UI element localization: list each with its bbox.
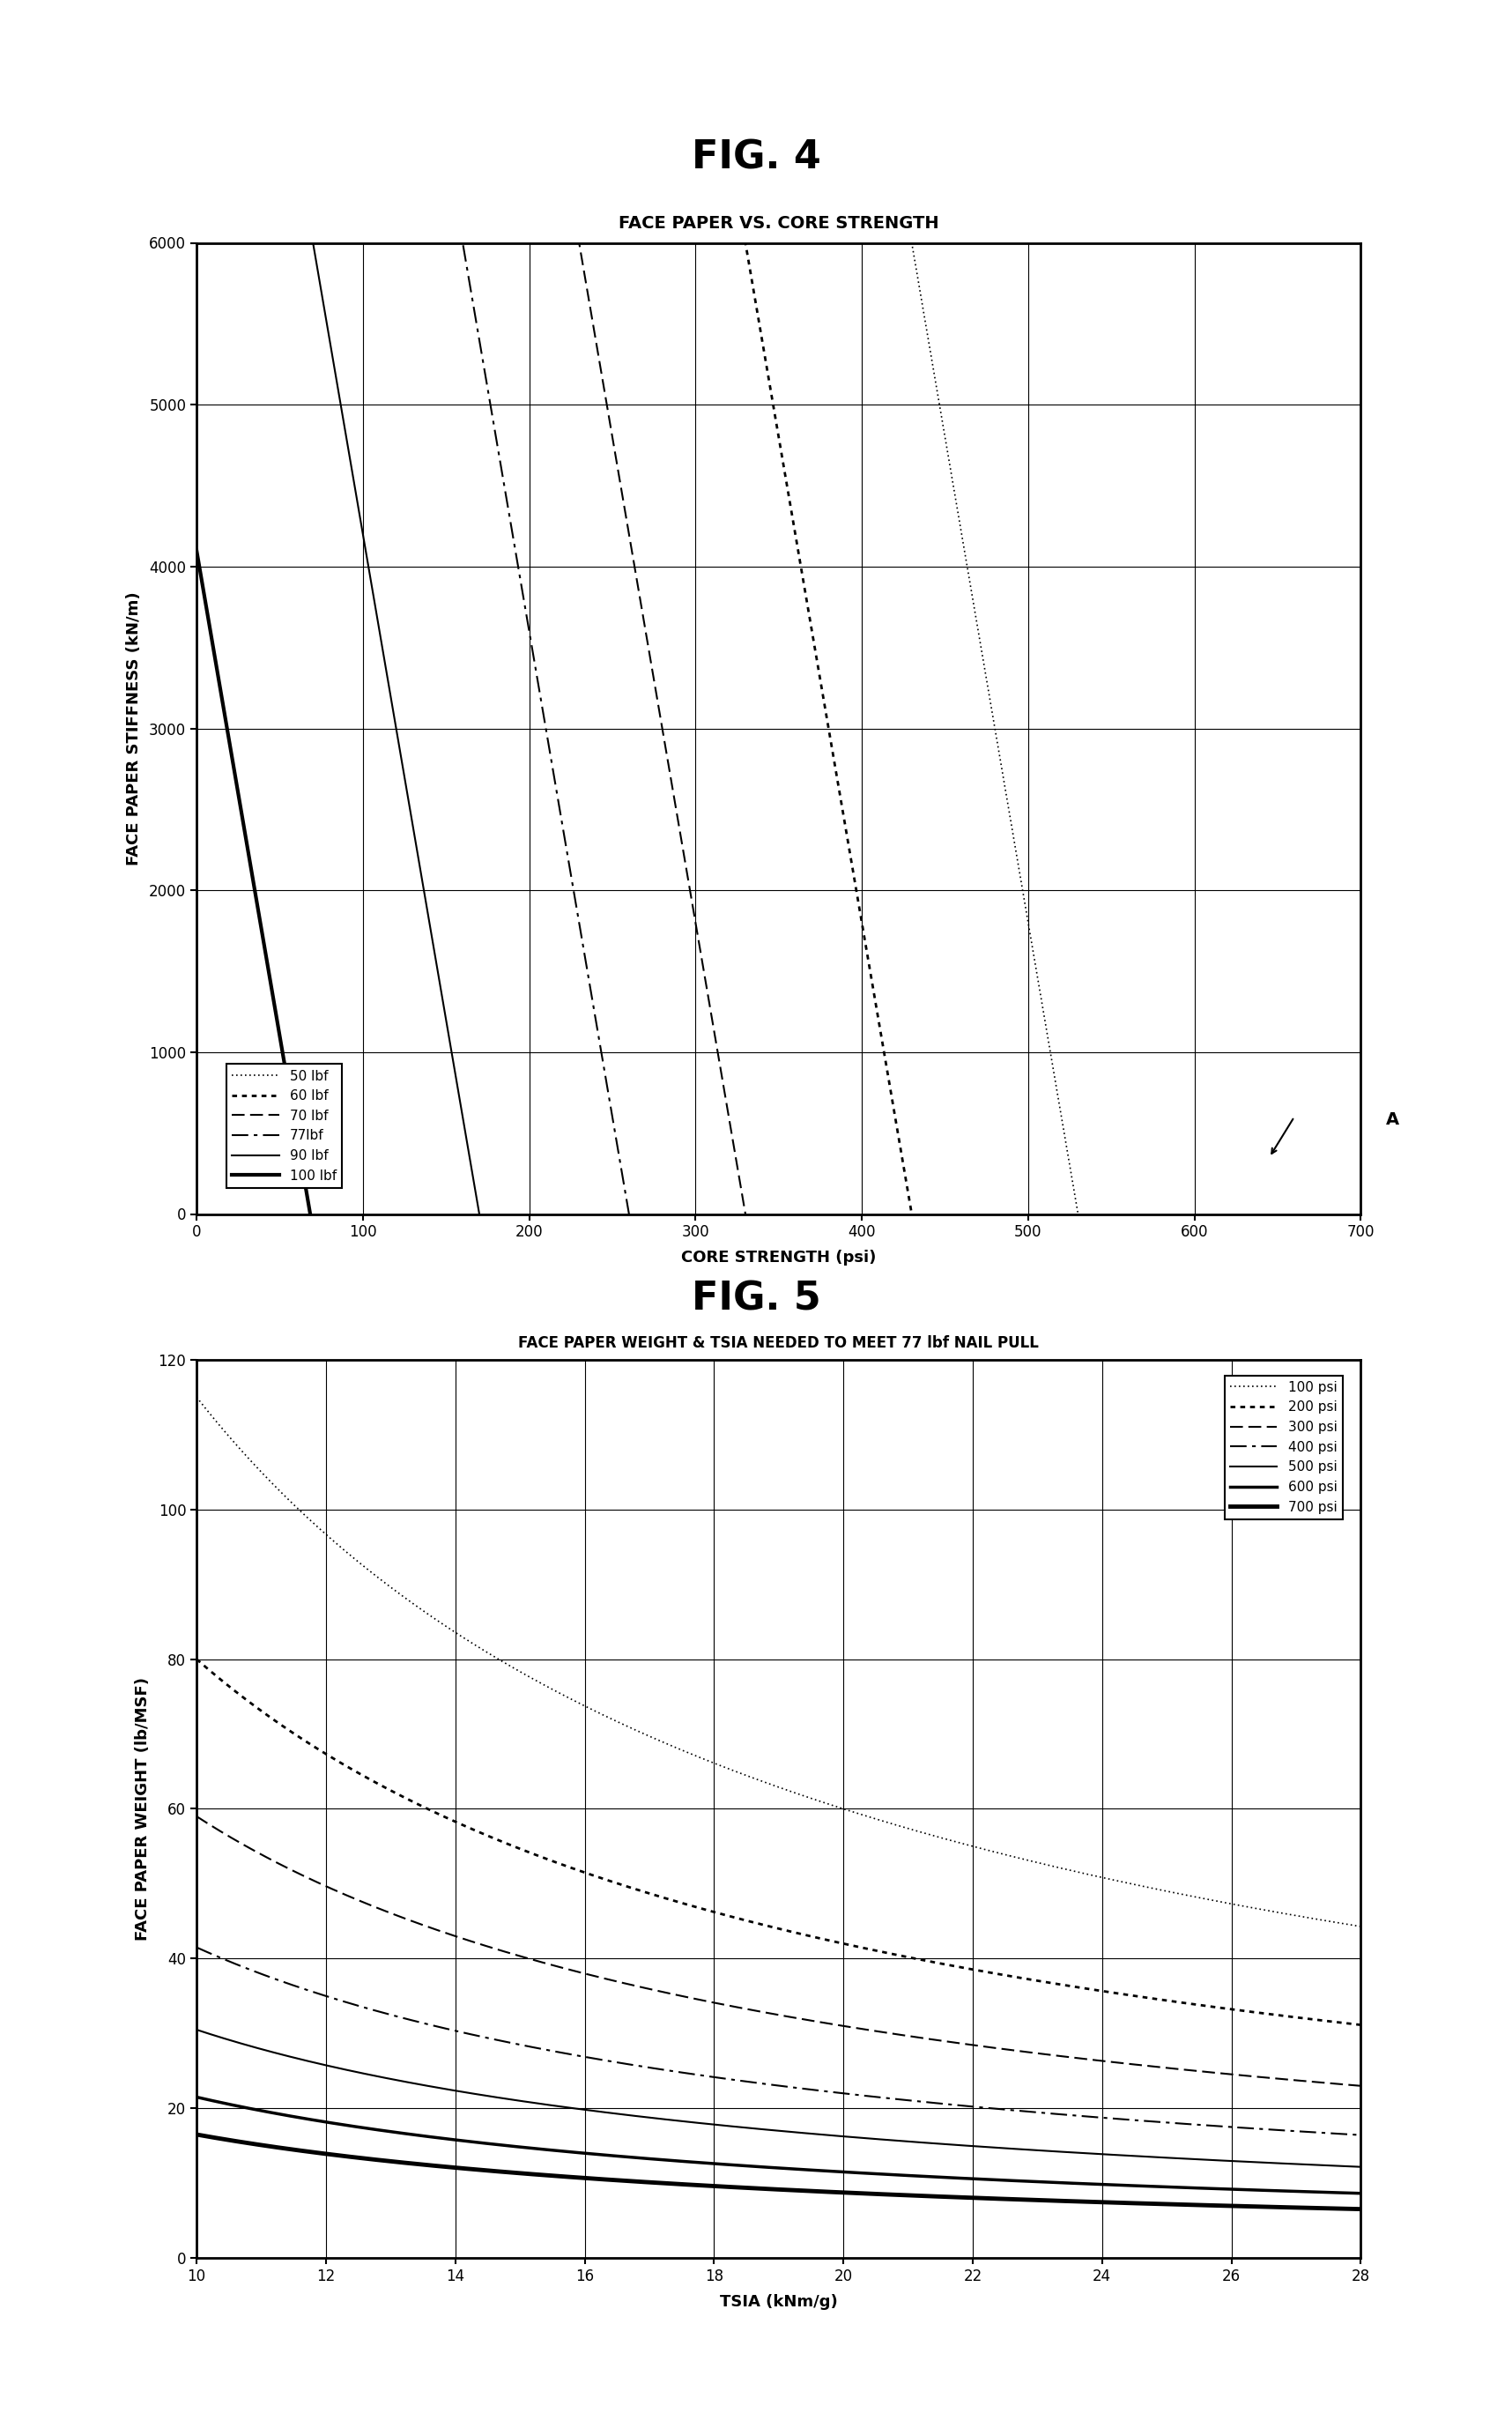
- Legend: 100 psi, 200 psi, 300 psi, 400 psi, 500 psi, 600 psi, 700 psi: 100 psi, 200 psi, 300 psi, 400 psi, 500 …: [1225, 1374, 1343, 1520]
- Legend: 50 lbf, 60 lbf, 70 lbf, 77lbf, 90 lbf, 100 lbf: 50 lbf, 60 lbf, 70 lbf, 77lbf, 90 lbf, 1…: [227, 1063, 342, 1187]
- Y-axis label: FACE PAPER STIFFNESS (kN/m): FACE PAPER STIFFNESS (kN/m): [125, 592, 142, 864]
- Title: FACE PAPER WEIGHT & TSIA NEEDED TO MEET 77 lbf NAIL PULL: FACE PAPER WEIGHT & TSIA NEEDED TO MEET …: [519, 1335, 1039, 1350]
- X-axis label: CORE STRENGTH (psi): CORE STRENGTH (psi): [680, 1250, 877, 1265]
- X-axis label: TSIA (kNm/g): TSIA (kNm/g): [720, 2294, 838, 2309]
- Text: A: A: [1385, 1112, 1399, 1129]
- Y-axis label: FACE PAPER WEIGHT (lb/MSF): FACE PAPER WEIGHT (lb/MSF): [135, 1678, 151, 1940]
- Text: FIG. 4: FIG. 4: [691, 138, 821, 177]
- Title: FACE PAPER VS. CORE STRENGTH: FACE PAPER VS. CORE STRENGTH: [618, 216, 939, 231]
- Text: FIG. 5: FIG. 5: [691, 1280, 821, 1318]
